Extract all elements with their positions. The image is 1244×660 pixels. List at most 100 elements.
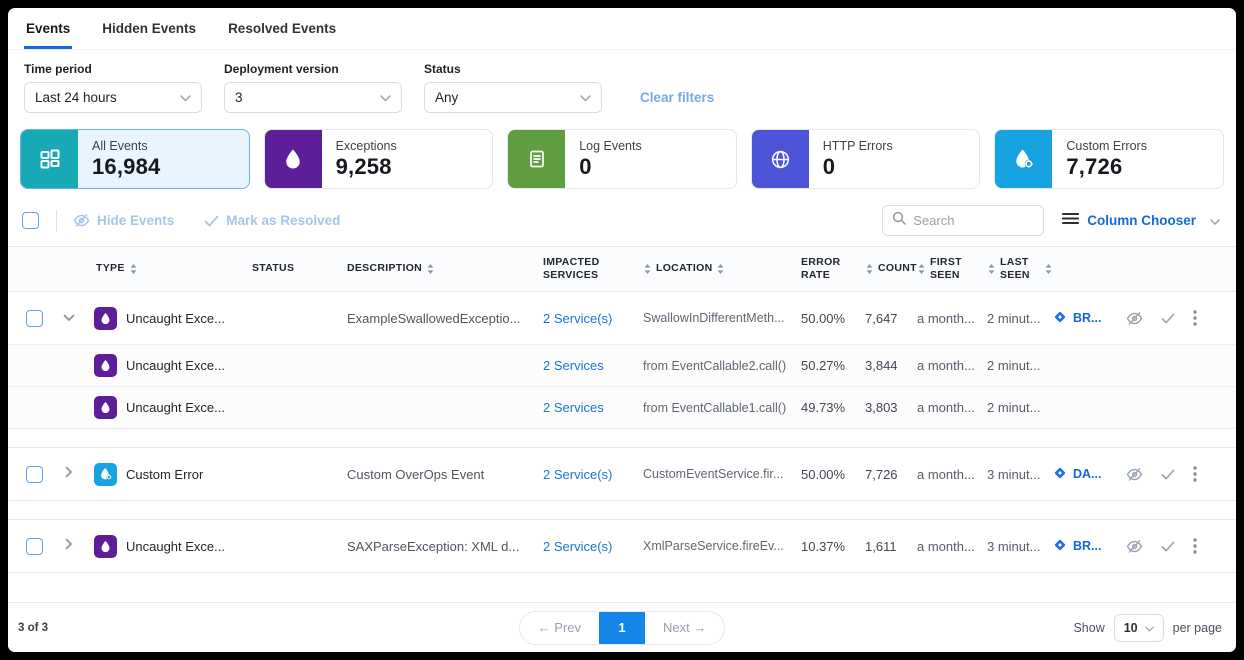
card-custom-errors[interactable]: Custom Errors 7,726 (994, 129, 1224, 189)
chevron-down-icon (63, 309, 75, 327)
header-type[interactable]: TYPE (84, 262, 252, 275)
mark-resolved-button[interactable]: Mark as Resolved (204, 213, 340, 228)
resolve-event-icon[interactable] (1161, 469, 1175, 480)
per-page-label: per page (1172, 620, 1222, 635)
table-row[interactable]: Uncaught Exce... ExampleSwallowedExcepti… (8, 292, 1236, 344)
row-checkbox[interactable] (25, 465, 43, 483)
row-checkbox[interactable] (25, 537, 43, 555)
collapse-row-button[interactable] (54, 309, 84, 327)
error-rate: 50.00% (801, 466, 846, 482)
sort-icon[interactable] (865, 263, 874, 275)
hide-event-icon[interactable] (1126, 539, 1143, 554)
card-exceptions[interactable]: Exceptions 9,258 (263, 129, 494, 189)
kebab-menu-icon[interactable] (1193, 310, 1197, 326)
clear-filters-button[interactable]: Clear filters (640, 90, 715, 105)
header-description[interactable]: DESCRIPTION (347, 262, 543, 275)
kebab-menu-icon[interactable] (1193, 466, 1197, 482)
next-page-button[interactable]: Next → (645, 611, 725, 644)
tab-bar: Events Hidden Events Resolved Events (8, 8, 1236, 50)
deployment-version-value: 3 (235, 90, 243, 105)
deployment-version-select[interactable]: 3 (224, 82, 402, 113)
resolve-event-icon[interactable] (1161, 541, 1175, 552)
header-last-seen[interactable]: LAST SEEN (987, 256, 1053, 282)
chevron-down-icon (580, 90, 591, 105)
status-select[interactable]: Any (424, 82, 602, 113)
expand-row-button[interactable] (54, 537, 84, 555)
card-label: Log Events (579, 138, 642, 153)
ticket-link[interactable]: DA... (1053, 466, 1127, 483)
event-row-group: Uncaught Exce... SAXParseException: XML … (8, 519, 1236, 573)
impacted-services-link[interactable]: 2 Services (543, 400, 604, 415)
sort-icon[interactable] (129, 263, 138, 275)
eye-slash-icon (73, 213, 90, 228)
resolve-event-icon[interactable] (1161, 313, 1175, 324)
header-status[interactable]: STATUS (252, 262, 295, 275)
event-description: SAXParseException: XML d... (347, 538, 520, 554)
event-count: 3,844 (865, 358, 898, 373)
card-log-events[interactable]: Log Events 0 (507, 129, 737, 189)
search-icon (892, 211, 906, 230)
chevron-down-icon (1210, 212, 1220, 230)
header-impacted-services[interactable]: IMPACTED SERVICES (543, 255, 600, 281)
event-count: 3,803 (865, 400, 898, 415)
table-row[interactable]: Uncaught Exce... SAXParseException: XML … (8, 520, 1236, 572)
first-seen: a month... (917, 310, 975, 326)
expand-row-button[interactable] (54, 465, 84, 483)
deployment-version-label: Deployment version (224, 62, 339, 76)
ticket-link[interactable]: BR... (1053, 310, 1127, 327)
page-number-button[interactable]: 1 (599, 611, 645, 644)
kebab-menu-icon[interactable] (1193, 538, 1197, 554)
hide-events-button[interactable]: Hide Events (73, 213, 174, 228)
search-input[interactable] (913, 213, 1024, 228)
header-count[interactable]: COUNT (865, 262, 917, 275)
chevron-down-icon (380, 90, 391, 105)
globe-icon (751, 130, 809, 188)
grid-icon (21, 130, 78, 188)
flame-icon (94, 534, 117, 558)
row-checkbox[interactable] (25, 309, 43, 327)
tab-hidden-events[interactable]: Hidden Events (102, 21, 197, 36)
impacted-services-link[interactable]: 2 Services (543, 358, 604, 373)
time-period-select[interactable]: Last 24 hours (24, 82, 202, 113)
header-first-seen[interactable]: FIRST SEEN (917, 256, 987, 282)
check-icon (204, 215, 219, 227)
chevron-right-icon (65, 537, 73, 555)
page-size-select[interactable]: 10 (1113, 613, 1164, 642)
time-period-value: Last 24 hours (35, 90, 117, 105)
header-error-rate[interactable]: ERROR RATE (801, 255, 841, 281)
sort-icon[interactable] (987, 263, 996, 275)
tab-resolved-events[interactable]: Resolved Events (228, 21, 337, 36)
column-chooser-button[interactable]: Column Chooser (1062, 212, 1220, 230)
impacted-services-link[interactable]: 2 Service(s) (543, 310, 613, 326)
hide-event-icon[interactable] (1126, 311, 1143, 326)
card-http-errors[interactable]: HTTP Errors 0 (750, 129, 981, 189)
event-location: XmlParseService.fireEv... (643, 539, 784, 553)
chevron-down-icon (1144, 621, 1154, 635)
table-subrow[interactable]: Uncaught Exce... 2 Services from EventCa… (8, 386, 1236, 428)
card-all-events[interactable]: All Events 16,984 (20, 129, 250, 189)
toolbar-divider (56, 209, 57, 232)
hide-event-icon[interactable] (1126, 467, 1143, 482)
sort-icon[interactable] (1044, 263, 1053, 275)
impacted-services-link[interactable]: 2 Service(s) (543, 466, 613, 482)
filter-bar: Time period Last 24 hours Deployment ver… (8, 50, 1236, 127)
flame-icon (94, 306, 117, 330)
card-value: 16,984 (92, 153, 161, 179)
table-footer: 3 of 3 ← Prev 1 Next → Show 10 per page (8, 602, 1236, 652)
table-row[interactable]: Custom Error Custom OverOps Event 2 Serv… (8, 448, 1236, 500)
header-location[interactable]: LOCATION (643, 262, 801, 275)
sort-icon[interactable] (917, 263, 926, 275)
ticket-link[interactable]: BR... (1053, 538, 1127, 555)
sort-icon[interactable] (643, 263, 652, 275)
flame-gear-icon (995, 130, 1053, 188)
table-subrow[interactable]: Uncaught Exce... 2 Services from EventCa… (8, 344, 1236, 386)
pagination: ← Prev 1 Next → (518, 610, 726, 645)
sort-icon[interactable] (426, 263, 435, 275)
select-all-checkbox[interactable] (22, 212, 39, 229)
prev-page-button[interactable]: ← Prev (519, 611, 599, 644)
sort-icon[interactable] (716, 263, 725, 275)
search-box (882, 205, 1045, 236)
impacted-services-link[interactable]: 2 Service(s) (543, 538, 613, 554)
time-period-label: Time period (24, 62, 92, 76)
tab-events[interactable]: Events (24, 8, 73, 49)
